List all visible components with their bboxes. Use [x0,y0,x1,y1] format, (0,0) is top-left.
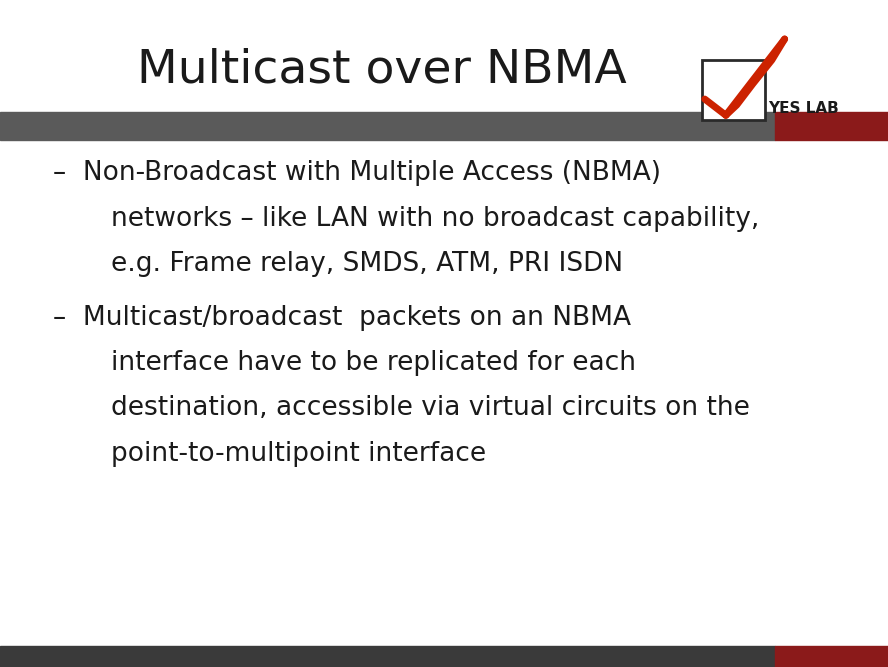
Text: e.g. Frame relay, SMDS, ATM, PRI ISDN: e.g. Frame relay, SMDS, ATM, PRI ISDN [111,251,623,277]
Bar [775,646,888,667]
Text: destination, accessible via virtual circuits on the: destination, accessible via virtual circ… [111,396,749,422]
Bar [775,112,888,140]
Text: –  Non-Broadcast with Multiple Access (NBMA): – Non-Broadcast with Multiple Access (NB… [53,161,662,186]
Text: –  Multicast/broadcast  packets on an NBMA: – Multicast/broadcast packets on an NBMA [53,305,631,331]
Text: interface have to be replicated for each: interface have to be replicated for each [111,350,636,376]
Bar [702,60,765,120]
Text: point-to-multipoint interface: point-to-multipoint interface [111,441,486,467]
Text: networks – like LAN with no broadcast capability,: networks – like LAN with no broadcast ca… [111,206,759,231]
Bar [0,112,775,140]
Bar [0,646,775,667]
Text: YES LAB: YES LAB [768,101,839,115]
Text: Multicast over NBMA: Multicast over NBMA [137,47,627,93]
